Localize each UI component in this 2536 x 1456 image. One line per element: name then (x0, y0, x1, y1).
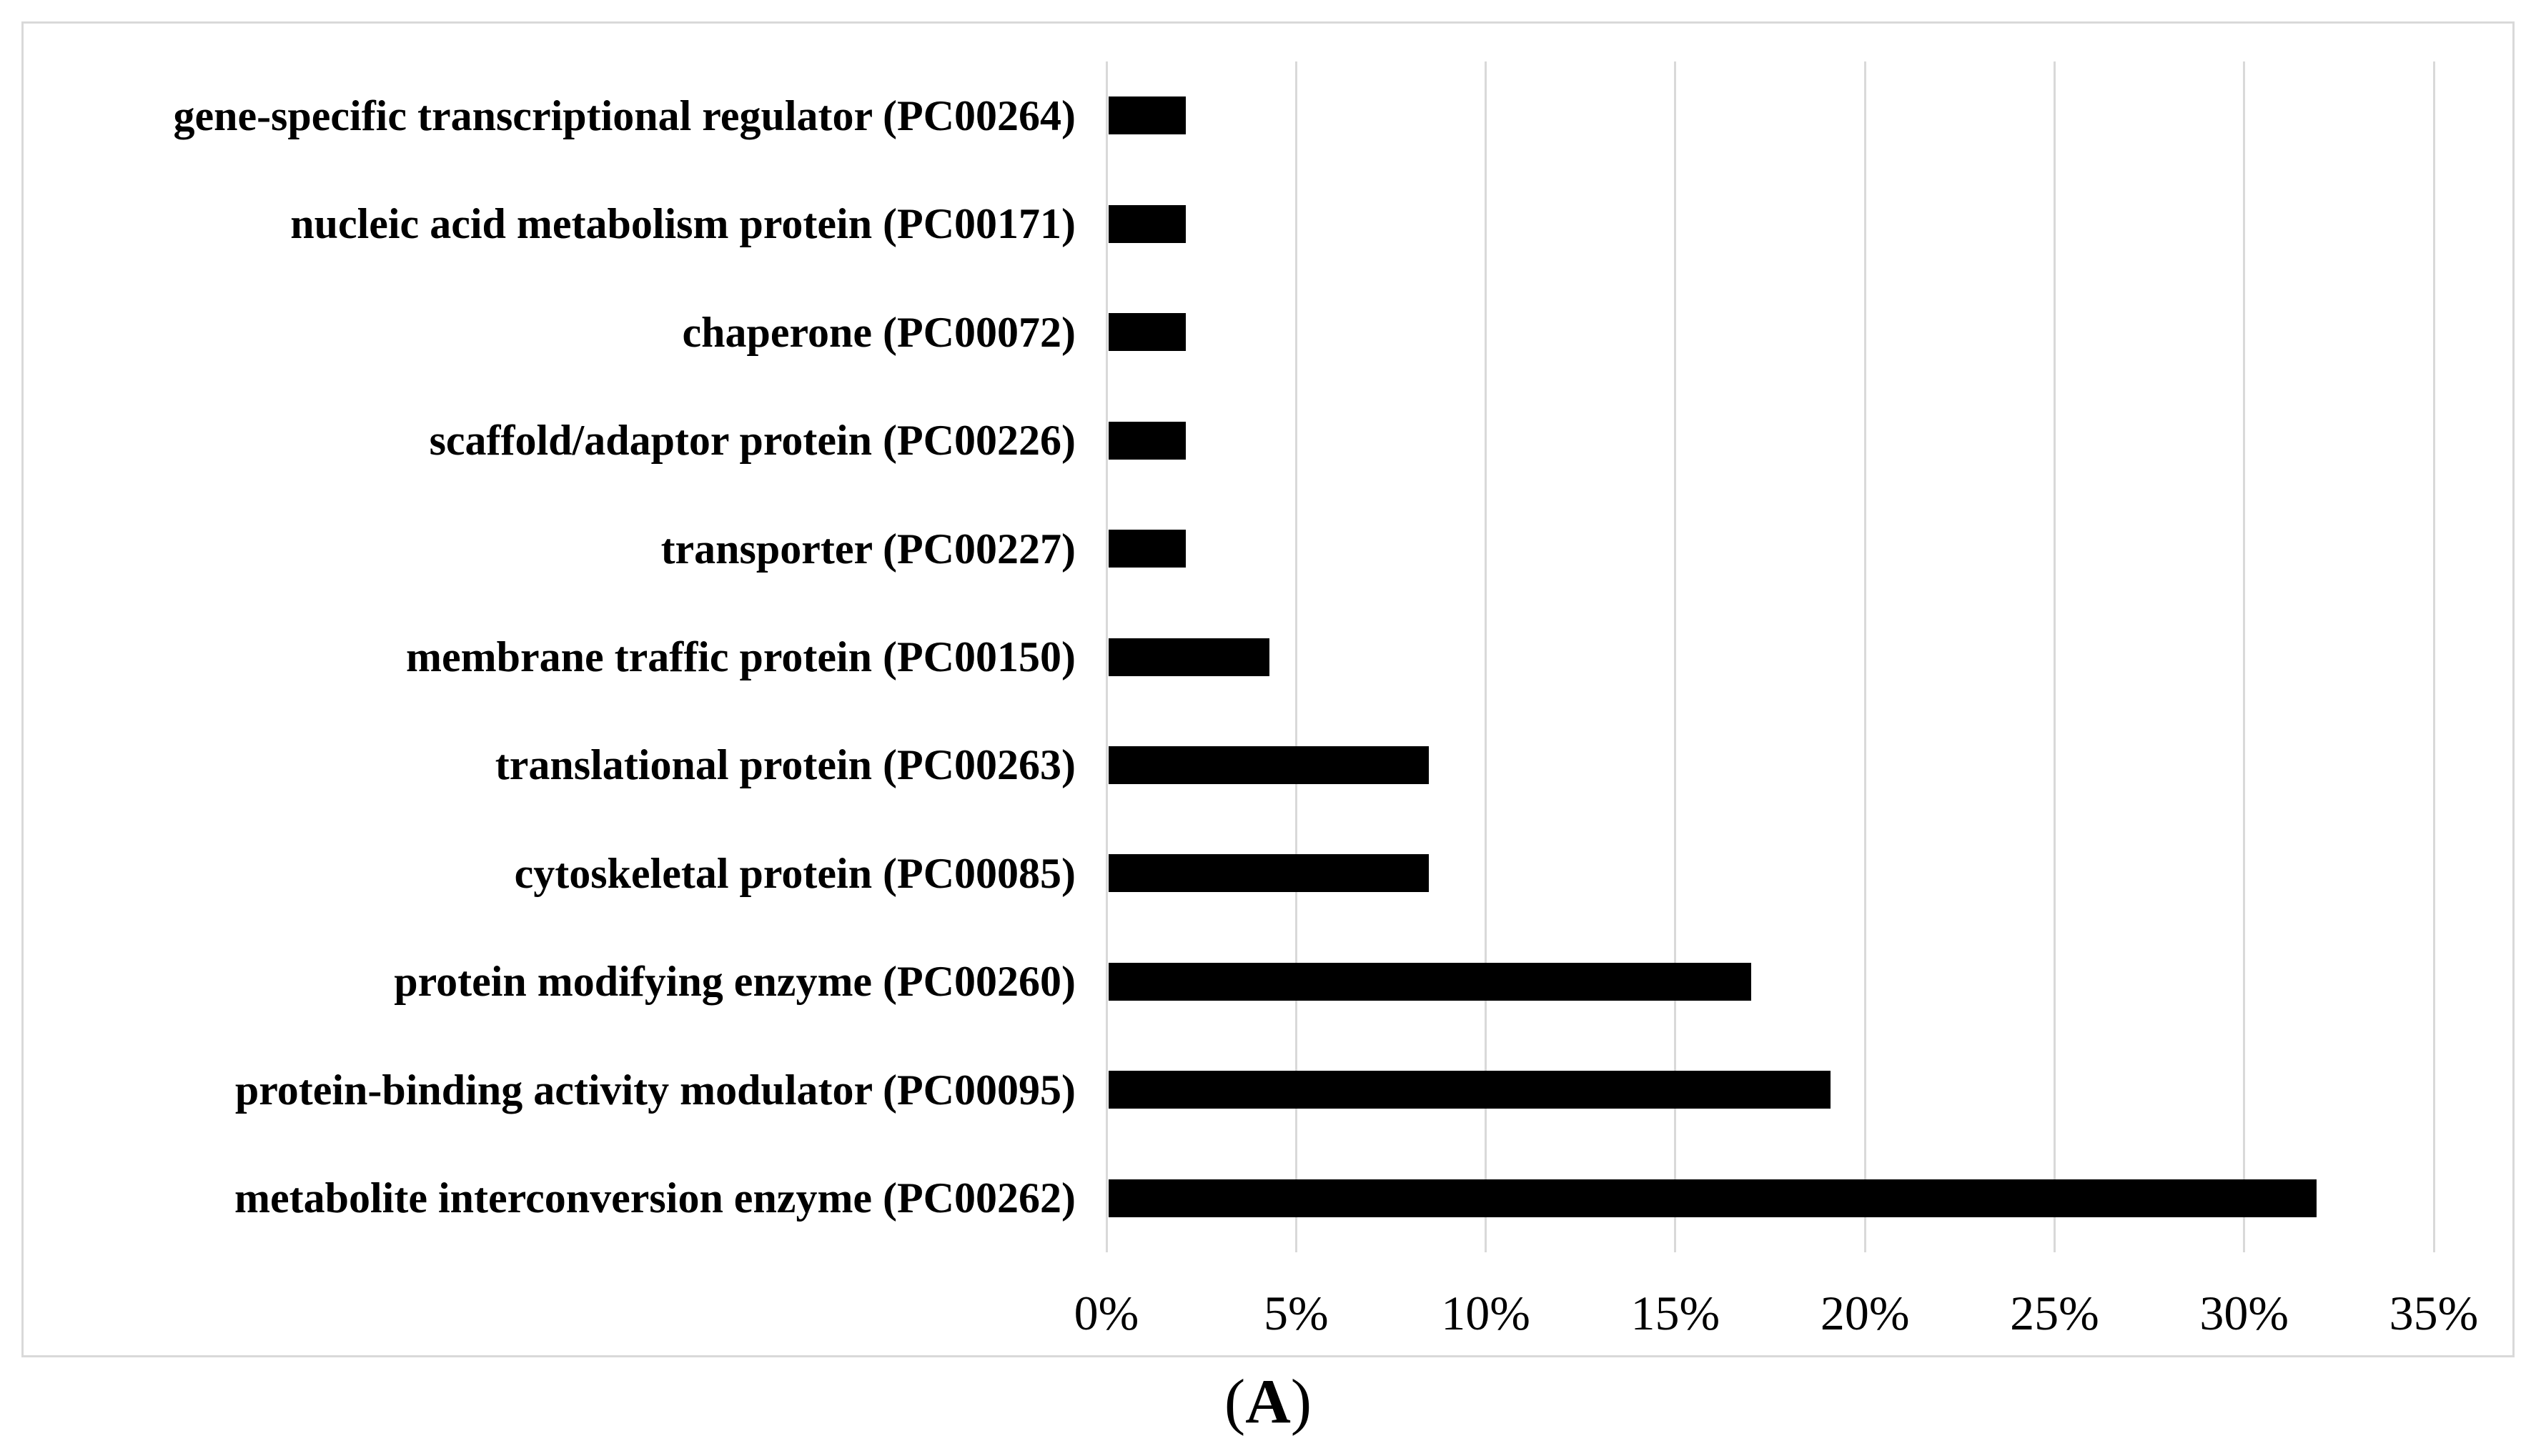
gridline-15% (1674, 61, 1677, 1252)
bar (1109, 1071, 1831, 1109)
gridline-0% (1105, 61, 1108, 1252)
gridline-5% (1294, 61, 1297, 1252)
caption-open-paren: ( (1224, 1367, 1246, 1437)
gridline-10% (1485, 61, 1487, 1252)
category-label: nucleic acid metabolism protein (PC00171… (290, 200, 1076, 248)
bar (1109, 1179, 2317, 1217)
caption-close-paren: ) (1290, 1367, 1312, 1437)
category-label: scaffold/adaptor protein (PC00226) (429, 417, 1076, 465)
bar (1109, 854, 1429, 892)
bar (1109, 96, 1186, 134)
bar (1109, 422, 1186, 460)
bar (1109, 638, 1269, 676)
category-label: protein-binding activity modulator (PC00… (234, 1066, 1076, 1114)
gridline-20% (1863, 61, 1866, 1252)
category-label: cytoskeletal protein (PC00085) (514, 849, 1076, 897)
category-label: gene-specific transcriptional regulator … (173, 91, 1076, 139)
figure-caption: (A) (0, 1371, 2536, 1434)
bar (1109, 963, 1751, 1001)
category-label: membrane traffic protein (PC00150) (406, 633, 1076, 680)
x-tick-label: 35% (2389, 1286, 2479, 1340)
x-tick-label: 0% (1074, 1286, 1139, 1340)
chart-frame (21, 21, 2515, 1357)
x-tick-label: 10% (1441, 1286, 1530, 1340)
bar (1109, 530, 1186, 568)
gridline-25% (2053, 61, 2056, 1252)
x-tick-label: 30% (2199, 1286, 2289, 1340)
category-label: translational protein (PC00263) (495, 741, 1076, 789)
category-label: metabolite interconversion enzyme (PC002… (234, 1174, 1076, 1222)
category-label: transporter (PC00227) (660, 525, 1076, 573)
x-tick-label: 25% (2010, 1286, 2099, 1340)
category-label: chaperone (PC00072) (682, 308, 1076, 356)
gridline-35% (2432, 61, 2435, 1252)
bar (1109, 313, 1186, 351)
x-tick-label: 20% (1820, 1286, 1910, 1340)
bar (1109, 746, 1429, 784)
gridline-30% (2243, 61, 2246, 1252)
category-label: protein modifying enzyme (PC00260) (394, 958, 1076, 1006)
x-tick-label: 5% (1263, 1286, 1329, 1340)
x-tick-label: 15% (1630, 1286, 1720, 1340)
bar (1109, 205, 1186, 243)
caption-letter: A (1245, 1367, 1291, 1437)
